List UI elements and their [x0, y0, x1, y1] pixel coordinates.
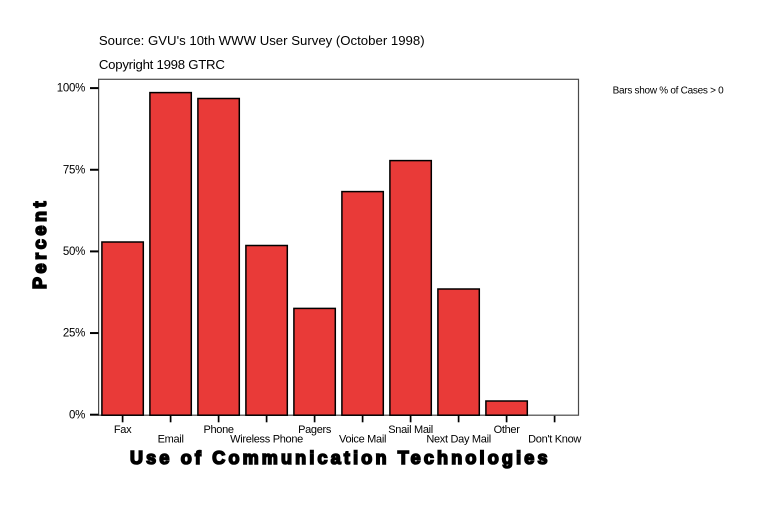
- svg-text:Snail Mail: Snail Mail: [388, 424, 433, 436]
- svg-text:25%: 25%: [63, 328, 85, 340]
- svg-text:Don't Know: Don't Know: [528, 433, 581, 445]
- svg-text:Voice Mail: Voice Mail: [339, 433, 386, 445]
- svg-text:Other: Other: [494, 424, 521, 436]
- svg-text:Wireless Phone: Wireless Phone: [230, 433, 303, 445]
- svg-text:50%: 50%: [63, 246, 85, 258]
- svg-text:Pagers: Pagers: [298, 424, 332, 436]
- svg-text:0%: 0%: [69, 409, 85, 421]
- svg-text:Bars show % of Cases > 0: Bars show % of Cases > 0: [613, 86, 725, 97]
- svg-text:100%: 100%: [57, 83, 85, 95]
- svg-text:Next Day Mail: Next Day Mail: [426, 433, 491, 445]
- svg-text:Phone: Phone: [203, 424, 233, 436]
- svg-text:Copyright 1998 GTRC: Copyright 1998 GTRC: [99, 57, 225, 72]
- svg-text:Email: Email: [158, 433, 184, 445]
- svg-text:Use of Communication Technolog: Use of Communication Technologies: [130, 448, 551, 468]
- svg-text:75%: 75%: [63, 164, 85, 176]
- svg-text:Source: GVU's 10th WWW User Su: Source: GVU's 10th WWW User Survey (Octo…: [99, 33, 425, 48]
- svg-text:Percent: Percent: [30, 198, 50, 289]
- svg-text:Fax: Fax: [114, 424, 132, 436]
